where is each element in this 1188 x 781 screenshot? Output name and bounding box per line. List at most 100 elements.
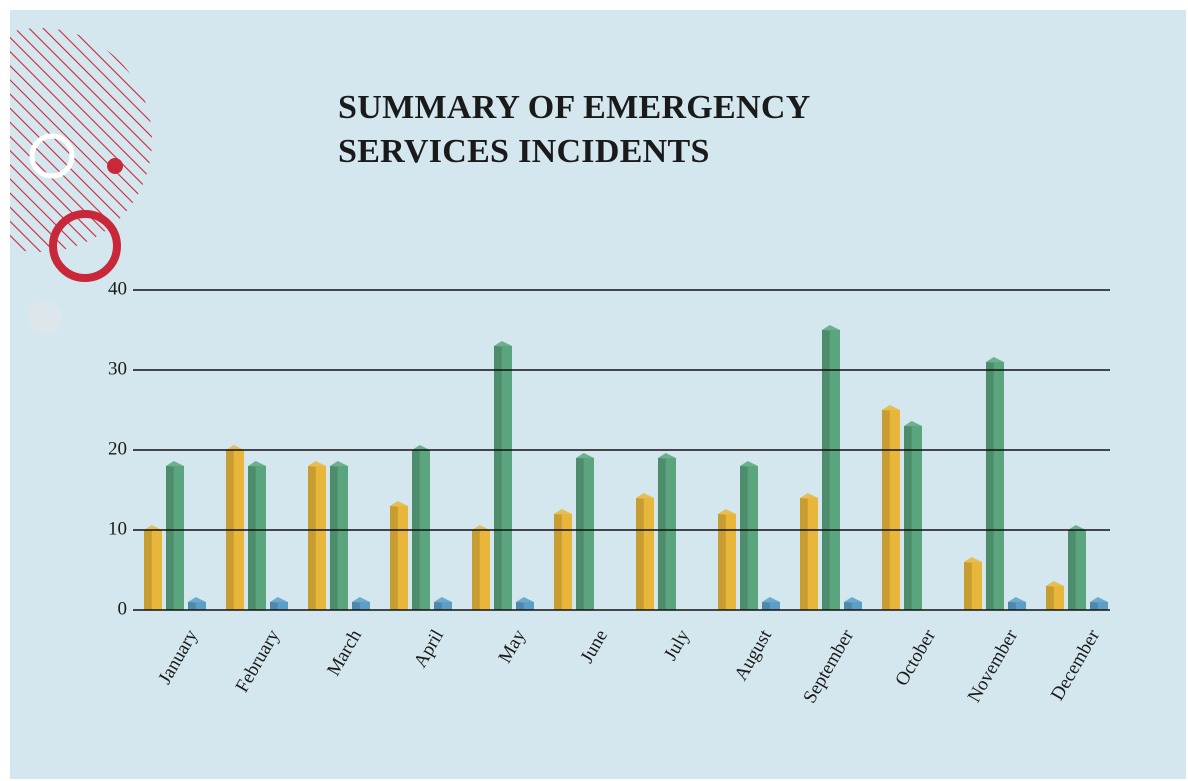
bar-group <box>718 509 736 610</box>
bar-shadow <box>882 410 890 610</box>
bar <box>636 498 654 610</box>
bar-shadow <box>472 530 480 610</box>
bar-group <box>904 421 922 610</box>
bar-cap <box>1008 597 1026 603</box>
bar-cap <box>1090 597 1108 603</box>
bar-cap <box>964 557 982 563</box>
bar-group <box>658 453 676 610</box>
bar <box>554 514 572 610</box>
bar-shadow <box>330 466 338 610</box>
y-tick-label: 0 <box>118 598 128 619</box>
bar-cap <box>516 597 534 603</box>
bar-group <box>270 597 288 610</box>
bar-group <box>516 597 534 610</box>
bar-group <box>248 461 266 610</box>
y-tick-label: 10 <box>108 518 127 539</box>
bar-group <box>144 525 162 610</box>
bar-cap <box>434 597 452 603</box>
bar-cap <box>986 357 1004 363</box>
bar-shadow <box>800 498 808 610</box>
bar-cap <box>718 509 736 515</box>
red-ring <box>49 210 121 282</box>
bar-cap <box>576 453 594 459</box>
bar-group <box>188 597 206 610</box>
bar-shadow <box>1046 586 1054 610</box>
bar-shadow <box>844 602 852 610</box>
chart-title: SUMMARY OF EMERGENCY SERVICES INCIDENTS <box>338 89 810 170</box>
bar-group <box>434 597 452 610</box>
bar <box>248 466 266 610</box>
bar-cap <box>188 597 206 603</box>
bar-cap <box>494 341 512 347</box>
bar-group <box>740 461 758 610</box>
bar-shadow <box>516 602 524 610</box>
bar-group <box>964 557 982 610</box>
bar-cap <box>904 421 922 427</box>
bar <box>188 602 206 610</box>
bar-group <box>330 461 348 610</box>
bar-shadow <box>762 602 770 610</box>
bar <box>494 346 512 610</box>
bar-shadow <box>554 514 562 610</box>
bar-shadow <box>904 426 912 610</box>
bar-group <box>472 525 490 610</box>
bar-group <box>412 445 430 610</box>
bar <box>516 602 534 610</box>
bar-group <box>226 445 244 610</box>
bar-group <box>1068 525 1086 610</box>
bar <box>882 410 900 610</box>
bar-group <box>494 341 512 610</box>
bar-cap <box>248 461 266 467</box>
bar-group <box>166 461 184 610</box>
bar-shadow <box>352 602 360 610</box>
bar-cap <box>270 597 288 603</box>
bar-group <box>554 509 572 610</box>
white-ring <box>29 133 75 179</box>
bar-group <box>986 357 1004 610</box>
bar-cap <box>308 461 326 467</box>
bar-cap <box>166 461 184 467</box>
bar-shadow <box>494 346 502 610</box>
bar-shadow <box>986 362 994 610</box>
bar-group <box>882 405 900 610</box>
bar <box>390 506 408 610</box>
bar <box>718 514 736 610</box>
bar-group <box>1090 597 1108 610</box>
bar-shadow <box>740 466 748 610</box>
bar <box>434 602 452 610</box>
bar-cap <box>1046 581 1064 587</box>
bar <box>166 466 184 610</box>
bar-cap <box>822 325 840 331</box>
bar-shadow <box>248 466 256 610</box>
bar <box>1090 602 1108 610</box>
bar <box>1008 602 1026 610</box>
bar-shadow <box>1008 602 1016 610</box>
y-tick-label: 20 <box>108 438 127 459</box>
bar-shadow <box>1068 530 1076 610</box>
bar-shadow <box>822 330 830 610</box>
bar <box>986 362 1004 610</box>
red-dot <box>107 158 123 174</box>
decoration <box>10 28 152 335</box>
bar-shadow <box>636 498 644 610</box>
bar-group <box>822 325 840 610</box>
bar <box>576 458 594 610</box>
bar-cap <box>636 493 654 499</box>
bar-cap <box>844 597 862 603</box>
bar-group <box>576 453 594 610</box>
bar <box>352 602 370 610</box>
bar <box>1068 530 1086 610</box>
bar-shadow <box>434 602 442 610</box>
bar-cap <box>554 509 572 515</box>
bar-group <box>762 597 780 610</box>
y-tick-label: 40 <box>108 278 127 299</box>
bar-group <box>844 597 862 610</box>
bar-shadow <box>390 506 398 610</box>
bar <box>1046 586 1064 610</box>
bar <box>800 498 818 610</box>
bar <box>658 458 676 610</box>
bar-cap <box>740 461 758 467</box>
bar-shadow <box>1090 602 1098 610</box>
